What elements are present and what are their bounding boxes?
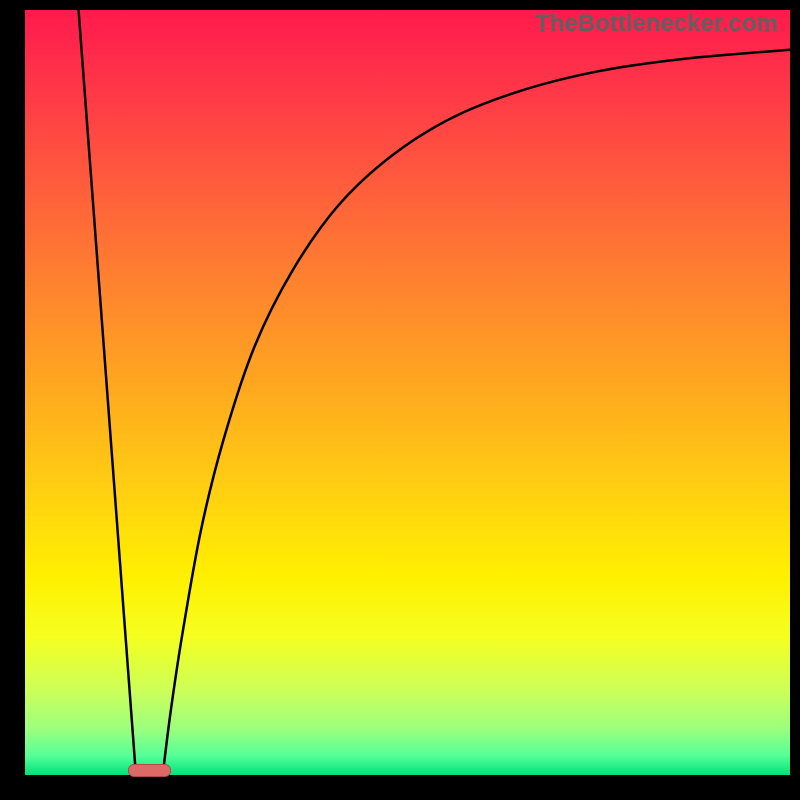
chart-container: TheBottlenecker.com [0, 0, 800, 800]
left-line [79, 10, 136, 775]
plot-area: TheBottlenecker.com [25, 10, 790, 775]
watermark-text: TheBottlenecker.com [535, 10, 778, 38]
right-curve [163, 50, 790, 775]
valley-marker [128, 764, 171, 776]
curves-layer [25, 10, 790, 775]
